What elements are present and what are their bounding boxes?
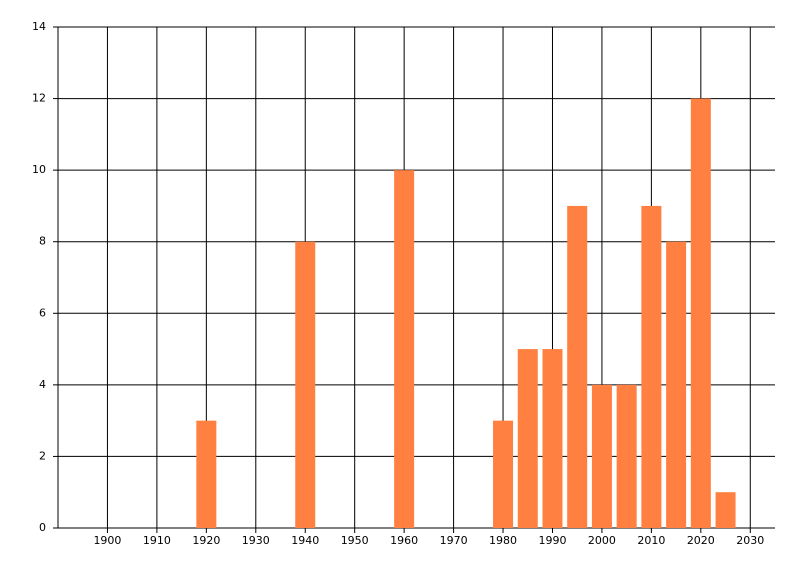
bar bbox=[394, 170, 415, 528]
bar bbox=[616, 384, 637, 528]
y-tick-label: 8 bbox=[39, 235, 46, 248]
x-tick-label: 1940 bbox=[291, 534, 319, 547]
bar bbox=[690, 98, 711, 529]
x-tick-label: 1970 bbox=[440, 534, 468, 547]
y-tick-label: 12 bbox=[32, 92, 46, 105]
bar bbox=[196, 420, 217, 528]
y-tick-label: 4 bbox=[39, 378, 46, 391]
bar bbox=[493, 420, 514, 528]
y-tick-label: 0 bbox=[39, 521, 46, 534]
x-tick-label: 1980 bbox=[489, 534, 517, 547]
x-tick-label: 1910 bbox=[143, 534, 171, 547]
x-tick-label: 1960 bbox=[390, 534, 418, 547]
x-tick-label: 1920 bbox=[192, 534, 220, 547]
bar bbox=[567, 205, 588, 528]
bar bbox=[715, 492, 736, 528]
bar bbox=[666, 241, 687, 528]
y-tick-label: 10 bbox=[32, 163, 46, 176]
x-tick-label: 2030 bbox=[736, 534, 764, 547]
y-tick-label: 14 bbox=[32, 20, 46, 33]
bar bbox=[591, 384, 612, 528]
x-tick-label: 1950 bbox=[341, 534, 369, 547]
x-tick-label: 2000 bbox=[588, 534, 616, 547]
x-tick-label: 2020 bbox=[687, 534, 715, 547]
bar bbox=[542, 349, 563, 528]
x-tick-label: 1990 bbox=[538, 534, 566, 547]
bar bbox=[517, 349, 538, 528]
bar bbox=[295, 241, 316, 528]
x-tick-label: 1900 bbox=[93, 534, 121, 547]
y-tick-label: 6 bbox=[39, 306, 46, 319]
y-tick-label: 2 bbox=[39, 449, 46, 462]
bar bbox=[641, 205, 662, 528]
x-tick-label: 2010 bbox=[637, 534, 665, 547]
x-tick-label: 1930 bbox=[242, 534, 270, 547]
